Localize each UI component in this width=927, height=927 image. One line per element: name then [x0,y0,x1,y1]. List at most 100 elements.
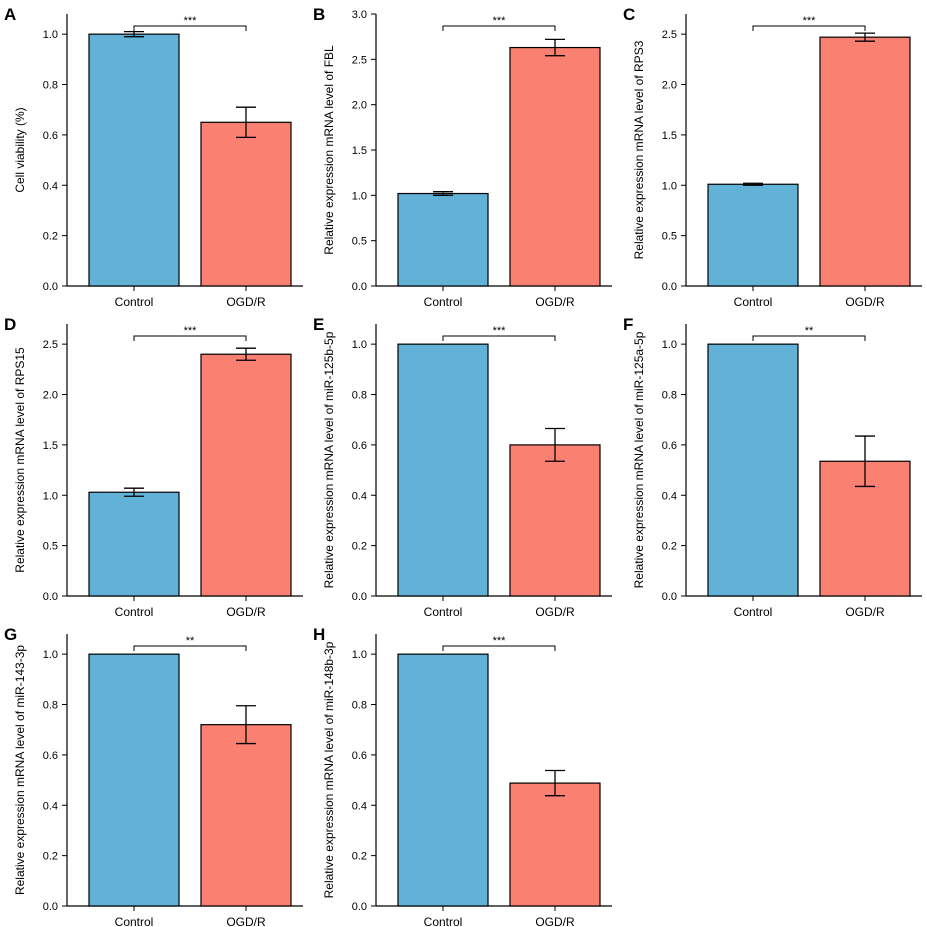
panel-letter: G [4,625,17,644]
y-tick-label: 1.5 [662,130,677,142]
y-tick-label: 0.0 [43,281,58,293]
y-tick-label: 0.0 [352,591,367,603]
category-label: Control [734,605,773,619]
panel-f: F 0.0 0.2 0.4 0.6 0.8 1.0 Relative expression m… [623,315,922,619]
significance-bracket: *** [133,15,247,31]
panel-g: G 0.0 0.2 0.4 0.6 0.8 1.0 Relative expression m… [4,625,303,927]
y-tick-label: 0.5 [352,236,367,248]
y-tick-label: 1.0 [662,180,677,192]
category-label: Control [424,295,463,309]
error-bar [743,182,763,186]
y-tick-label: 1.0 [43,490,58,502]
y-axis-label: Cell viability (%) [13,107,27,192]
significance-label: ** [186,635,195,647]
y-tick-label: 0.8 [43,80,58,92]
y-tick-label: 0.8 [352,700,367,712]
y-tick-label: 0.5 [662,231,677,243]
y-tick-label: 0.0 [352,901,367,913]
error-bar [545,427,565,462]
error-bar [236,347,256,361]
category-label: Control [115,915,154,927]
y-tick-label: 0.2 [662,541,677,553]
panel-letter: A [4,5,16,24]
category-label: Control [424,605,463,619]
bar-control [397,653,489,907]
bar-ogd-r [200,121,292,287]
category-label: Control [734,295,773,309]
category-label: Control [424,915,463,927]
y-axis-label: Relative expression mRNA level of miR-14… [13,645,27,895]
category-label: Control [115,605,154,619]
panel-a: A 0.0 0.2 0.4 0.6 0.8 1.0 Cell viability (%) Con… [4,5,303,309]
panel-d: D 0.0 0.5 1.0 1.5 2.0 2.5 Relative expression m… [4,315,303,619]
category-label: OGD/R [226,295,266,309]
y-tick-label: 1.0 [43,29,58,41]
y-tick-label: 1.0 [352,190,367,202]
y-tick-label: 0.8 [43,700,58,712]
significance-bracket: ** [752,325,866,341]
y-tick-label: 0.0 [352,281,367,293]
bar-control [707,343,799,597]
significance-label: *** [493,635,507,647]
y-tick-label: 0.5 [43,541,58,553]
y-tick-label: 0.6 [352,440,367,452]
error-bar [124,30,144,38]
y-tick-label: 2.5 [352,54,367,66]
category-label: OGD/R [535,295,575,309]
y-tick-label: 0.6 [43,750,58,762]
error-bar [433,191,453,196]
panel-letter: C [623,5,635,24]
panel-e: E 0.0 0.2 0.4 0.6 0.8 1.0 Relative expression m… [313,315,612,619]
bar-ogd-r [509,782,601,907]
y-tick-label: 0.8 [662,390,677,402]
bar-ogd-r [509,444,601,597]
bar-ogd-r [200,353,292,597]
y-axis-label: Relative expression mRNA level of RPS3 [632,40,646,259]
bar-ogd-r [819,36,911,287]
significance-bracket: *** [752,15,866,31]
significance-label: *** [493,325,507,337]
bar-control [707,183,799,287]
y-tick-label: 0.4 [43,800,58,812]
y-tick-label: 0.6 [662,440,677,452]
bar-ogd-r [509,46,601,287]
y-tick-label: 0.4 [352,800,367,812]
significance-bracket: *** [442,635,556,651]
y-tick-label: 0.4 [43,180,58,192]
bar-control [397,192,489,287]
category-label: OGD/R [535,605,575,619]
category-label: OGD/R [845,605,885,619]
category-label: OGD/R [535,915,575,927]
bar-control [88,33,180,287]
y-tick-label: 1.0 [43,649,58,661]
significance-label: *** [184,325,198,337]
error-bar [855,32,875,42]
y-axis-label: Relative expression mRNA level of miR-14… [322,641,336,898]
category-label: OGD/R [226,605,266,619]
y-tick-label: 2.0 [43,390,58,402]
significance-bracket: *** [442,325,556,341]
y-tick-label: 2.0 [352,100,367,112]
y-axis-label: Relative expression mRNA level of miR-12… [322,331,336,588]
y-axis-label: Relative expression mRNA level of RPS15 [13,347,27,573]
y-tick-label: 2.5 [43,339,58,351]
bar-ogd-r [200,724,292,907]
y-tick-label: 2.0 [662,80,677,92]
significance-label: ** [805,325,814,337]
y-tick-label: 0.2 [43,231,58,243]
y-tick-label: 2.5 [662,29,677,41]
panel-letter: H [313,625,325,644]
error-bar [545,38,565,57]
y-tick-label: 0.0 [662,281,677,293]
panel-b: B 0.0 0.5 1.0 1.5 2.0 2.5 3.0 Relative expressio… [313,5,612,309]
error-bar [545,769,565,797]
category-label: OGD/R [845,295,885,309]
y-tick-label: 1.0 [352,649,367,661]
y-tick-label: 1.5 [352,145,367,157]
significance-label: *** [803,15,817,27]
y-tick-label: 0.2 [352,851,367,863]
significance-bracket: *** [133,325,247,341]
y-tick-label: 1.0 [352,339,367,351]
category-label: OGD/R [226,915,266,927]
